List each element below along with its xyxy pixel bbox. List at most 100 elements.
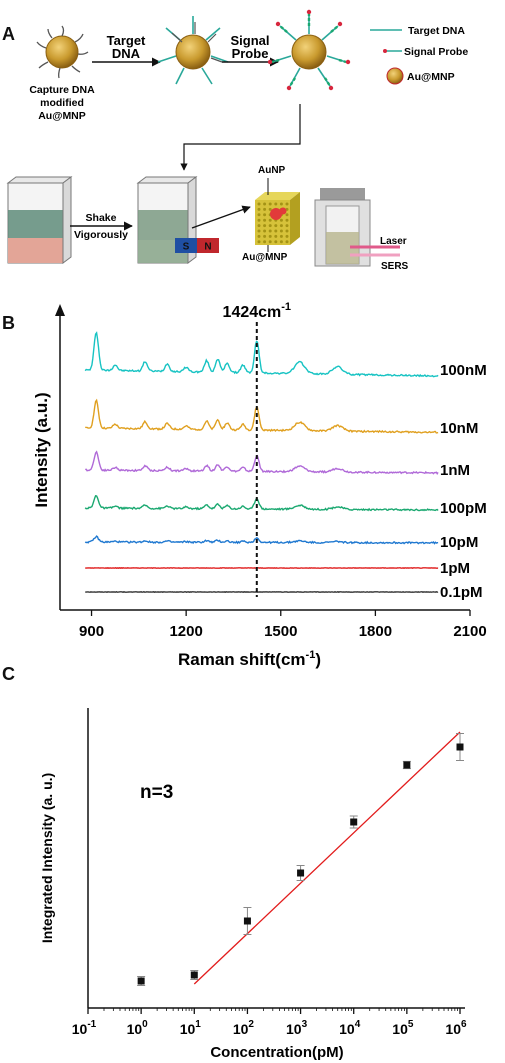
panel-b: B 900 1200 1500 1800 2100 Intensity (a.u.) R… bbox=[2, 301, 487, 669]
data-point bbox=[350, 818, 358, 826]
capture-dna-particle bbox=[36, 25, 89, 79]
zoom-arrow bbox=[191, 205, 251, 229]
calib-tick-exponent: 4 bbox=[355, 1019, 361, 1030]
shake-label-line1: Shake bbox=[86, 212, 117, 224]
data-point bbox=[297, 869, 305, 877]
target-dna-particle bbox=[157, 16, 229, 85]
sers-label: SERS bbox=[381, 261, 409, 272]
series-label-100pM: 100pM bbox=[440, 500, 487, 517]
raman-x-tick-label: 1500 bbox=[264, 623, 297, 640]
signal-probe-particle bbox=[267, 9, 351, 91]
panel-b-letter: B bbox=[2, 313, 15, 333]
step1-label-line1: Target bbox=[107, 33, 146, 48]
raman-x-label-sup: -1 bbox=[306, 649, 316, 661]
caption-line3: Au@MNP bbox=[38, 110, 86, 122]
calib-tick-exponent: 6 bbox=[461, 1019, 467, 1030]
calib-tick-exponent: -1 bbox=[87, 1019, 96, 1030]
calib-x-ticks: 10-1 100 101 102 103 104 105 106 bbox=[72, 1008, 467, 1037]
step2-label-line1: Signal bbox=[230, 33, 269, 48]
series-label-1pM: 1pM bbox=[440, 560, 470, 577]
data-point bbox=[243, 917, 251, 925]
panel-a-legend: Target DNA Signal Probe Au@MNP bbox=[370, 25, 468, 85]
calib-tick-exponent: 0 bbox=[142, 1019, 148, 1030]
raman-x-label-end: ) bbox=[315, 650, 321, 669]
signal-probe-legend-dot bbox=[383, 49, 387, 53]
legend-signal-probe: Signal Probe bbox=[404, 46, 468, 58]
calib-tick-exponent: 1 bbox=[195, 1019, 201, 1030]
calib-x-tick-label: 106 bbox=[445, 1019, 467, 1037]
raman-x-label: Raman shift(cm-1) bbox=[178, 649, 321, 669]
magnet-s-label: S bbox=[183, 242, 190, 253]
raman-x-tick-label: 1800 bbox=[359, 623, 392, 640]
replicate-annotation: n=3 bbox=[140, 782, 173, 803]
shaken-cuvette bbox=[136, 176, 198, 264]
panel-a-letter: A bbox=[2, 24, 15, 44]
step1-label-line2: DNA bbox=[112, 46, 141, 61]
raman-x-tick-label: 900 bbox=[79, 623, 104, 640]
raman-x-tick-label: 2100 bbox=[453, 623, 486, 640]
calib-x-tick-label: 105 bbox=[392, 1019, 414, 1037]
calib-tick-exponent: 3 bbox=[302, 1019, 308, 1030]
panel-c-letter: C bbox=[2, 664, 15, 684]
legend-target-dna: Target DNA bbox=[408, 25, 465, 37]
calib-tick-base: 10 bbox=[233, 1021, 249, 1037]
raman-spectrum-10pM bbox=[84, 535, 439, 545]
calib-x-label: Concentration(pM) bbox=[210, 1044, 343, 1061]
calib-tick-base: 10 bbox=[72, 1021, 88, 1037]
calib-tick-base: 10 bbox=[445, 1021, 461, 1037]
magnet-n-label: N bbox=[204, 242, 211, 253]
calib-x-tick-label: 10-1 bbox=[72, 1019, 97, 1037]
process-connector-arrow bbox=[180, 104, 301, 171]
panel-c: C 10-1 100 101 102 103 104 105 106 Integrated I… bbox=[2, 664, 467, 1061]
calib-y-label: Integrated Intensity (a. u.) bbox=[39, 773, 55, 943]
raman-y-axis-arrow bbox=[55, 304, 65, 316]
series-label-0.1pM: 0.1pM bbox=[440, 584, 483, 601]
calib-x-tick-label: 102 bbox=[233, 1019, 255, 1037]
raman-spectrum-100nM bbox=[84, 331, 439, 378]
calib-tick-base: 10 bbox=[180, 1021, 196, 1037]
calib-tick-base: 10 bbox=[339, 1021, 355, 1037]
data-point bbox=[137, 977, 145, 985]
calib-x-tick-label: 101 bbox=[180, 1019, 202, 1037]
raman-x-label-main: Raman shift(cm bbox=[178, 650, 306, 669]
raman-spectrum-10nM bbox=[85, 398, 439, 434]
calib-tick-base: 10 bbox=[286, 1021, 302, 1037]
calib-x-tick-label: 103 bbox=[286, 1019, 308, 1037]
data-point bbox=[190, 971, 198, 979]
au-mnp-legend-icon bbox=[386, 67, 404, 85]
caption-line2: modified bbox=[40, 97, 84, 109]
peak-label: 1424cm-1 bbox=[223, 301, 292, 321]
aggregate-cube bbox=[255, 192, 300, 245]
series-label-10nM: 10nM bbox=[440, 420, 478, 437]
mixed-cuvette bbox=[6, 176, 73, 264]
peak-label-main: 1424cm bbox=[223, 304, 282, 321]
step2-label-line2: Probe bbox=[232, 46, 269, 61]
magnet: S N bbox=[175, 238, 219, 253]
calib-x-tick-label: 100 bbox=[127, 1019, 149, 1037]
shake-label-line2: Vigorously bbox=[74, 229, 128, 241]
raman-x-ticks: 900 1200 1500 1800 2100 bbox=[79, 610, 487, 640]
calib-points bbox=[137, 733, 464, 986]
sers-instrument bbox=[314, 188, 400, 267]
series-label-1nM: 1nM bbox=[440, 462, 470, 479]
aunp-label: AuNP bbox=[258, 165, 286, 176]
raman-x-tick-label: 1200 bbox=[169, 623, 202, 640]
series-label-100nM: 100nM bbox=[440, 362, 487, 379]
linear-fit-line bbox=[193, 731, 461, 985]
series-label-10pM: 10pM bbox=[440, 534, 478, 551]
laser-label: Laser bbox=[380, 236, 407, 247]
calib-x-tick-label: 104 bbox=[339, 1019, 361, 1037]
calib-tick-exponent: 2 bbox=[248, 1019, 254, 1030]
raman-series: 100nM 10nM 1nM 100pM 10pM 1pM 0.1pM bbox=[84, 331, 487, 601]
peak-label-sup: -1 bbox=[281, 301, 291, 313]
raman-y-label: Intensity (a.u.) bbox=[32, 392, 51, 507]
panel-a: A Capture DNA modified Au@MNP Target DNA bbox=[2, 9, 468, 272]
raman-spectrum-1nM bbox=[85, 450, 439, 475]
raman-spectrum-100pM bbox=[84, 494, 439, 512]
calib-tick-exponent: 5 bbox=[408, 1019, 414, 1030]
caption-line1: Capture DNA bbox=[29, 84, 95, 96]
data-point bbox=[403, 761, 411, 769]
calib-tick-base: 10 bbox=[127, 1021, 143, 1037]
au-mnp-label: Au@MNP bbox=[242, 252, 288, 263]
